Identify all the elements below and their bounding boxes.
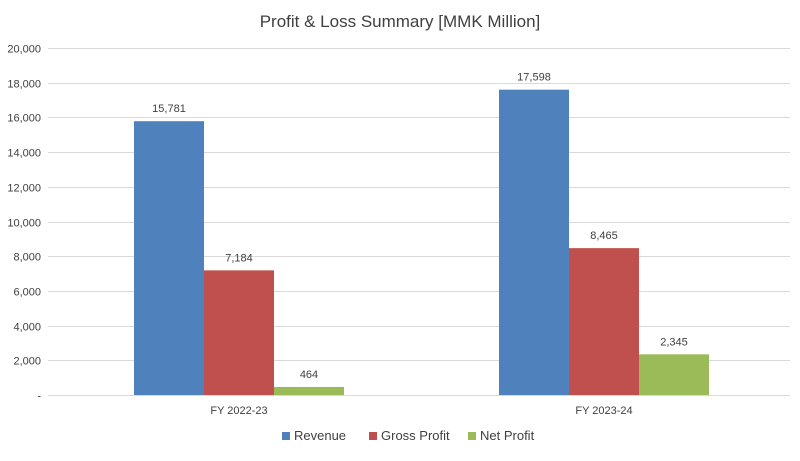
y-tick-label: 18,000 <box>7 79 41 91</box>
y-tick-label: 8,000 <box>13 252 41 264</box>
data-label: 2,345 <box>660 336 688 348</box>
y-axis-tick-labels: - 2,000 4,000 6,000 8,000 10,000 12,000 14,000 1… <box>7 44 41 403</box>
bar-revenue-2 <box>499 89 569 396</box>
bar-net-profit-1 <box>274 386 344 395</box>
y-tick-label: 12,000 <box>7 183 41 195</box>
legend-item-revenue: Revenue <box>282 428 346 443</box>
data-label: 464 <box>300 369 318 381</box>
data-labels: 15,781 7,184 464 17,598 8,465 2,345 <box>152 72 688 381</box>
legend-swatch <box>282 432 290 440</box>
data-label: 7,184 <box>225 252 253 264</box>
chart-title: Profit & Loss Summary [MMK Million] <box>260 12 541 31</box>
y-tick-label: 16,000 <box>7 113 41 125</box>
y-tick-label: 2,000 <box>13 356 41 368</box>
y-tick-label: 14,000 <box>7 148 41 160</box>
bar-gross-profit-2 <box>569 248 639 395</box>
legend-swatch <box>468 432 476 440</box>
y-tick-label: 10,000 <box>7 218 41 230</box>
legend-label: Revenue <box>294 428 346 443</box>
y-tick-label: 4,000 <box>13 322 41 334</box>
x-tick-label: FY 2023-24 <box>575 405 632 417</box>
legend-label: Gross Profit <box>381 428 450 443</box>
x-tick-label: FY 2022-23 <box>210 405 267 417</box>
bar-revenue-1 <box>134 121 204 396</box>
bars <box>134 89 709 396</box>
bar-gross-profit-1 <box>204 270 274 395</box>
legend: Revenue Gross Profit Net Profit <box>282 428 535 443</box>
bar-net-profit-2 <box>639 354 709 395</box>
legend-item-net-profit: Net Profit <box>468 428 535 443</box>
data-label: 8,465 <box>590 230 618 242</box>
x-axis-tick-labels: FY 2022-23 FY 2023-24 <box>210 405 632 417</box>
legend-label: Net Profit <box>480 428 535 443</box>
data-label: 15,781 <box>152 103 186 115</box>
y-tick-label: - <box>37 391 41 403</box>
legend-swatch <box>369 432 377 440</box>
legend-item-gross-profit: Gross Profit <box>369 428 450 443</box>
y-tick-label: 6,000 <box>13 287 41 299</box>
data-label: 17,598 <box>517 72 551 84</box>
y-tick-label: 20,000 <box>7 44 41 56</box>
